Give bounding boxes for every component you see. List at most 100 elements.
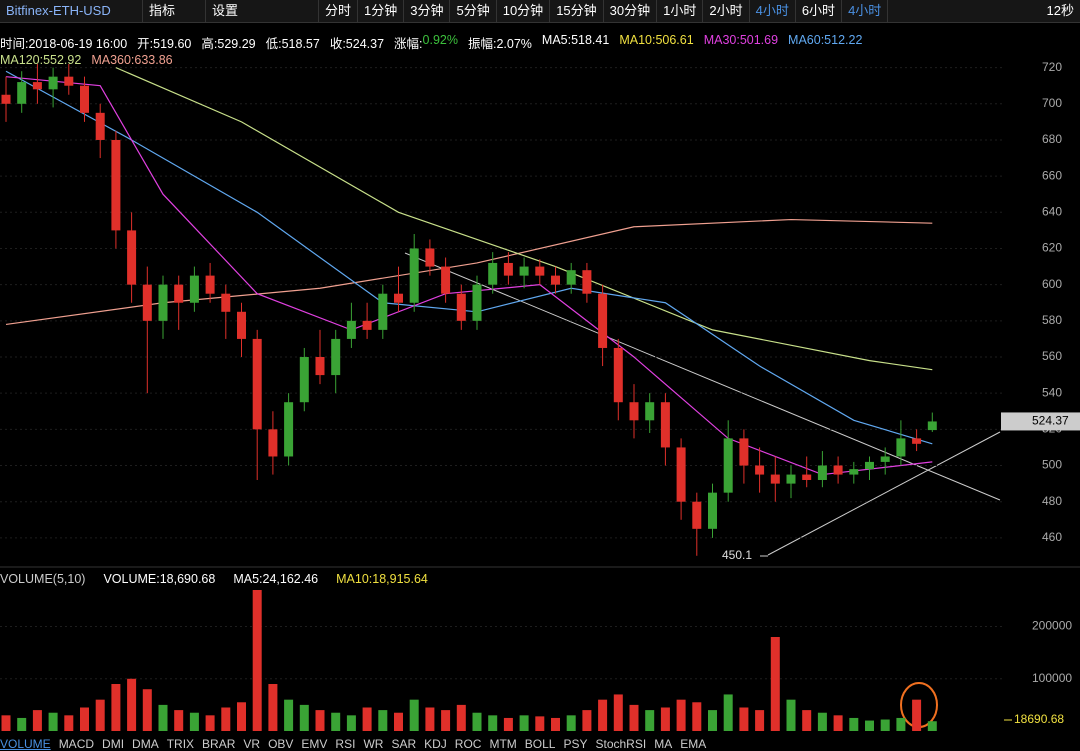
y-tick-label: 540 — [1042, 385, 1062, 399]
volume-bar — [676, 699, 686, 731]
interval[interactable]: 2小时 — [703, 0, 750, 22]
interval[interactable]: 4小时 — [750, 0, 796, 22]
interval[interactable]: 5分钟 — [450, 0, 497, 22]
interval[interactable]: 6小时 — [796, 0, 843, 22]
candle-body — [865, 461, 874, 470]
info-row: 时间:2018-06-19 16:00 开:519.60 高:529.29 低:518… — [0, 33, 862, 52]
candle-body — [284, 402, 294, 457]
volume-bar — [158, 704, 168, 731]
candle-body — [503, 262, 513, 276]
volume-bar — [880, 719, 890, 731]
tab[interactable]: OBV — [268, 737, 294, 751]
tab[interactable]: VOLUME — [0, 737, 51, 751]
candle-body — [770, 474, 780, 484]
interval[interactable]: 15分钟 — [550, 0, 604, 22]
info-item: 高:529.29 — [201, 37, 256, 51]
tab[interactable]: SAR — [391, 737, 417, 751]
candle-body — [237, 311, 246, 339]
candle-body — [17, 82, 27, 104]
candle-body — [362, 320, 372, 330]
volume-bar — [770, 637, 780, 731]
tab[interactable]: MACD — [58, 737, 95, 751]
info-item: MA5:518.41 — [541, 33, 610, 47]
tab[interactable]: DMA — [132, 737, 159, 751]
tab[interactable]: VR — [243, 737, 261, 751]
indicator[interactable]: 指标 — [143, 0, 206, 22]
tab[interactable]: MTM — [489, 737, 517, 751]
candle-body — [409, 248, 419, 303]
candle-body — [535, 266, 545, 276]
interval[interactable]: 30分钟 — [604, 0, 658, 22]
volume-item: MA5:24,162.46 — [233, 572, 319, 586]
tab[interactable]: StochRSI — [595, 737, 647, 751]
info-item: 0.92% — [422, 33, 458, 47]
volume-bar — [755, 710, 765, 731]
tab[interactable]: RSI — [335, 737, 356, 751]
interval[interactable]: 10分钟 — [497, 0, 551, 22]
candle-body — [802, 474, 812, 480]
volume-bar — [488, 715, 498, 731]
tab[interactable]: EMV — [301, 737, 328, 751]
volume-bar — [127, 678, 137, 731]
interval[interactable]: 1小时 — [657, 0, 704, 22]
volume-bar — [221, 707, 231, 731]
candle-body — [660, 402, 670, 448]
volume-bar — [331, 712, 341, 731]
tab[interactable]: EMA — [680, 737, 707, 751]
volume-bar — [362, 707, 372, 731]
tab[interactable]: WR — [363, 737, 384, 751]
candle-body — [268, 429, 278, 457]
tab[interactable]: PSY — [563, 737, 588, 751]
symbol[interactable]: Bitfinex-ETH-USD — [0, 0, 143, 22]
y-tick-label: 720 — [1042, 60, 1062, 74]
volume-bar — [723, 694, 733, 731]
volume-bar — [660, 707, 670, 731]
price-label: 524.37 — [1032, 414, 1069, 428]
info-item: 涨幅: — [394, 37, 423, 51]
tab[interactable]: KDJ — [424, 737, 447, 751]
volume-bar — [645, 710, 655, 731]
candle-body — [598, 293, 608, 348]
volume-bar — [299, 704, 309, 731]
candle-body — [582, 270, 592, 294]
ma-line — [5, 70, 933, 445]
volume-bar — [205, 715, 215, 731]
candle-body — [48, 76, 58, 90]
volume-bar — [174, 710, 184, 731]
info-item: MA30:501.69 — [703, 33, 779, 47]
tab[interactable]: TRIX — [166, 737, 195, 751]
info-item: 时间:2018-06-19 16:00 — [0, 37, 128, 51]
toolbar: Bitfinex-ETH-USD 指标 设置 分时 1分钟 3分钟 5分钟 10分钟 15… — [0, 0, 1080, 23]
candle-body — [629, 402, 639, 421]
tab[interactable]: MA — [654, 737, 673, 751]
settings[interactable]: 设置 — [206, 0, 319, 22]
interval[interactable]: 3分钟 — [404, 0, 451, 22]
tab[interactable]: BRAR — [202, 737, 236, 751]
tab[interactable]: DMI — [102, 737, 125, 751]
volume-bar — [551, 717, 560, 731]
volume-bar — [613, 694, 623, 731]
y-tick-label: 640 — [1042, 204, 1062, 218]
candle-body — [378, 293, 388, 330]
candle-body — [896, 438, 906, 457]
timer: 12秒 — [1046, 3, 1074, 18]
volume-bar — [189, 712, 199, 731]
ma-line — [5, 76, 933, 476]
candle-body — [613, 347, 623, 403]
volume-bar — [80, 707, 89, 731]
candle-body — [692, 501, 702, 529]
interval[interactable]: 1分钟 — [358, 0, 405, 22]
y-tick-label: 500 — [1042, 458, 1062, 472]
y-tick-label: 460 — [1042, 530, 1062, 544]
volume-bar — [48, 712, 58, 731]
interval[interactable]: 4小时 — [842, 0, 889, 22]
y-tick-label: 580 — [1042, 313, 1062, 327]
volume-bar — [849, 717, 859, 731]
tab[interactable]: ROC — [454, 737, 482, 751]
tab[interactable]: BOLL — [524, 737, 556, 751]
volume-bar — [927, 721, 937, 731]
interval[interactable]: 分时 — [319, 0, 359, 22]
candle-body — [32, 82, 42, 90]
volume-bar — [912, 699, 922, 731]
